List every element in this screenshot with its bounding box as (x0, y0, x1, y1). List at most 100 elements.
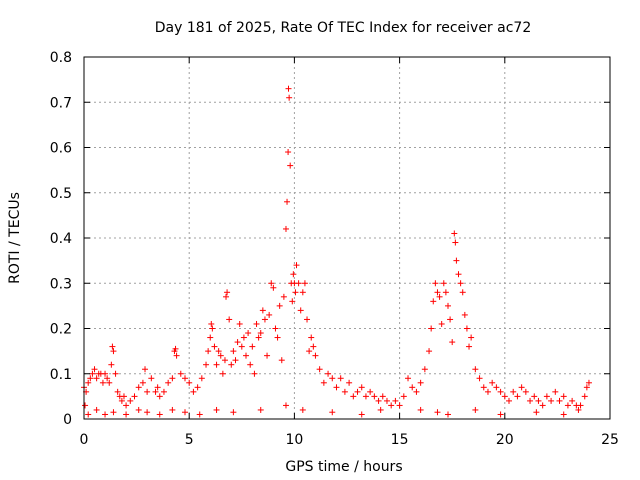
x-tick-label: 15 (391, 432, 409, 448)
data-point (329, 409, 336, 416)
data-point (409, 384, 416, 391)
data-point (196, 411, 203, 418)
data-point (453, 257, 460, 264)
data-point (560, 411, 567, 418)
data-point (127, 397, 134, 404)
data-point (489, 379, 496, 386)
data-point (501, 393, 508, 400)
data-point (285, 149, 292, 156)
data-point (285, 85, 292, 92)
data-point (123, 411, 130, 418)
data-point (169, 406, 176, 413)
data-point (112, 370, 119, 377)
data-point (131, 393, 138, 400)
data-point (405, 375, 412, 382)
data-point (417, 406, 424, 413)
y-tick-label: 0.4 (50, 231, 72, 247)
data-point (358, 411, 365, 418)
data-point (223, 293, 230, 300)
data-point (325, 370, 332, 377)
data-point (371, 393, 378, 400)
data-point (383, 397, 390, 404)
data-point (89, 370, 96, 377)
data-point (287, 162, 294, 169)
data-point (484, 388, 491, 395)
data-point (123, 402, 130, 409)
data-point (102, 411, 109, 418)
data-point (219, 370, 226, 377)
data-point (257, 330, 264, 337)
y-tick-label: 0.8 (50, 50, 72, 66)
data-point (468, 334, 475, 341)
data-point (280, 293, 287, 300)
data-point (208, 320, 215, 327)
data-point (466, 343, 473, 350)
data-point (527, 397, 534, 404)
y-tick-label: 0.3 (50, 276, 72, 292)
data-point (93, 375, 100, 382)
x-tick-label: 20 (496, 432, 514, 448)
data-point (109, 343, 116, 350)
data-point (440, 280, 447, 287)
data-point (259, 307, 266, 314)
data-point (581, 393, 588, 400)
data-point (388, 402, 395, 409)
data-point (177, 370, 184, 377)
y-tick-label: 0.7 (50, 95, 72, 111)
data-point (106, 379, 113, 386)
data-point (104, 375, 111, 382)
data-point (190, 388, 197, 395)
data-point (531, 393, 538, 400)
y-tick-label: 0.2 (50, 322, 72, 338)
data-point (583, 384, 590, 391)
data-point (428, 325, 435, 332)
data-point (135, 384, 142, 391)
data-point (320, 379, 327, 386)
data-point (304, 316, 311, 323)
x-axis-label: GPS time / hours (285, 459, 402, 475)
data-point (230, 409, 237, 416)
data-point (215, 348, 222, 355)
data-point (585, 379, 592, 386)
data-point (169, 375, 176, 382)
data-point (459, 289, 466, 296)
data-point (274, 334, 281, 341)
data-point (211, 343, 218, 350)
data-point (245, 330, 252, 337)
data-point (213, 361, 220, 368)
data-point (493, 384, 500, 391)
data-point (306, 348, 313, 355)
data-point (284, 198, 291, 205)
data-point (255, 334, 262, 341)
data-point (434, 409, 441, 416)
data-point (569, 397, 576, 404)
data-point (426, 348, 433, 355)
data-point (413, 388, 420, 395)
data-point (272, 325, 279, 332)
data-point (312, 352, 319, 359)
data-point (261, 316, 268, 323)
data-point (299, 406, 306, 413)
data-point (114, 388, 121, 395)
data-point (236, 320, 243, 327)
data-point (232, 357, 239, 364)
x-tick-label: 25 (601, 432, 619, 448)
data-point (156, 411, 163, 418)
y-tick-label: 0 (63, 412, 72, 428)
data-point (367, 388, 374, 395)
data-point (226, 316, 233, 323)
data-point (289, 298, 296, 305)
data-point (251, 370, 258, 377)
data-point (497, 411, 504, 418)
data-point (270, 284, 277, 291)
data-point (148, 375, 155, 382)
data-point (438, 320, 445, 327)
data-point (451, 230, 458, 237)
data-point (535, 397, 542, 404)
data-point (444, 302, 451, 309)
data-point (247, 361, 254, 368)
data-point (172, 345, 179, 352)
x-tick-label: 5 (185, 432, 194, 448)
data-point (480, 384, 487, 391)
data-point (110, 348, 117, 355)
